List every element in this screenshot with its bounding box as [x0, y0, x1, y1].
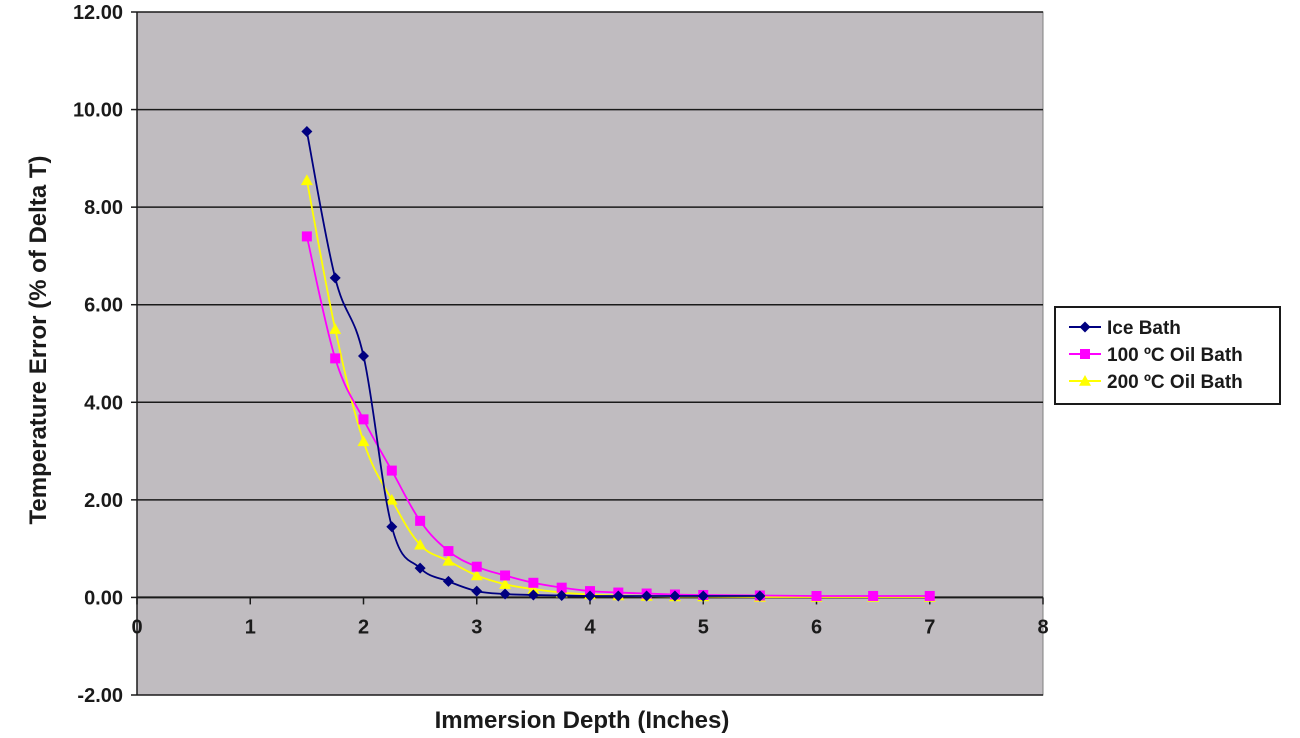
data-point	[442, 575, 454, 587]
data-point	[471, 561, 482, 572]
data-point	[385, 493, 398, 505]
x-tick-label: 5	[698, 616, 709, 638]
data-point	[669, 590, 681, 602]
x-axis-title: Immersion Depth (Inches)	[435, 707, 730, 734]
data-point	[499, 588, 511, 600]
data-point	[584, 590, 596, 602]
data-point	[300, 174, 313, 186]
y-tick-label: 0.00	[84, 587, 123, 609]
legend-marker	[1080, 349, 1090, 359]
legend-item: 200 ºC Oil Bath	[1069, 372, 1243, 393]
y-tick-label: -2.00	[77, 685, 123, 707]
data-point	[357, 435, 370, 447]
data-point	[329, 272, 341, 284]
data-point	[386, 465, 397, 476]
x-tick-label: 6	[811, 616, 822, 638]
data-point	[500, 570, 511, 581]
y-tick-label: 10.00	[73, 100, 123, 122]
data-point	[924, 590, 935, 601]
data-point	[556, 582, 567, 593]
legend-marker	[1079, 321, 1091, 333]
data-point	[386, 521, 398, 533]
legend-label: Ice Bath	[1107, 318, 1181, 339]
data-point	[641, 590, 653, 602]
legend-item: Ice Bath	[1069, 318, 1181, 339]
y-tick-labels: -2.00 0.00 2.00 4.00 6.00 8.00 10.00 12.00	[73, 2, 123, 707]
data-point	[414, 562, 426, 574]
data-point	[612, 590, 624, 602]
plot-area	[136, 11, 1044, 696]
series-layer	[300, 126, 936, 602]
x-tick-label: 0	[131, 616, 142, 638]
data-point	[330, 353, 341, 364]
data-point	[697, 590, 709, 602]
data-point	[301, 231, 312, 242]
x-tick-label: 3	[471, 616, 482, 638]
data-point	[868, 590, 879, 601]
data-point	[301, 126, 313, 138]
x-tick-labels: 0 1 2 3 4 5 6 7 8	[131, 616, 1048, 638]
series-ice-bath	[301, 126, 766, 602]
x-tick-label: 2	[358, 616, 369, 638]
data-point	[754, 590, 766, 602]
data-point	[499, 578, 512, 590]
y-tick-label: 6.00	[84, 295, 123, 317]
data-point	[527, 583, 540, 594]
data-point	[415, 515, 426, 526]
data-point	[470, 569, 483, 581]
x-tick-label: 8	[1037, 616, 1048, 638]
data-point	[528, 577, 539, 588]
y-axis-title: Temperature Error (% of Delta T)	[25, 156, 52, 525]
data-point	[329, 323, 342, 334]
y-tick-label: 4.00	[84, 392, 123, 414]
y-tick-label: 12.00	[73, 2, 123, 24]
data-point	[811, 590, 822, 601]
y-tick-label: 8.00	[84, 197, 123, 219]
legend-label: 100 ºC Oil Bath	[1107, 345, 1243, 366]
legend: Ice Bath 100 ºC Oil Bath 200 ºC Oil Bath	[1054, 306, 1281, 405]
data-point	[527, 589, 539, 601]
data-point	[414, 538, 427, 550]
x-tick-label: 1	[245, 616, 256, 638]
data-point	[358, 350, 369, 362]
y-tick-label: 2.00	[84, 490, 123, 512]
legend-marker	[1079, 375, 1091, 386]
data-point	[556, 589, 568, 601]
data-point	[471, 585, 483, 597]
data-point	[443, 546, 454, 557]
legend-box	[1054, 306, 1281, 405]
data-point	[358, 414, 369, 425]
legend-item: 100 ºC Oil Bath	[1069, 345, 1243, 366]
data-point	[442, 554, 455, 566]
x-tick-label: 4	[584, 616, 596, 638]
legend-label: 200 ºC Oil Bath	[1107, 372, 1243, 393]
x-tick-label: 7	[924, 616, 935, 638]
